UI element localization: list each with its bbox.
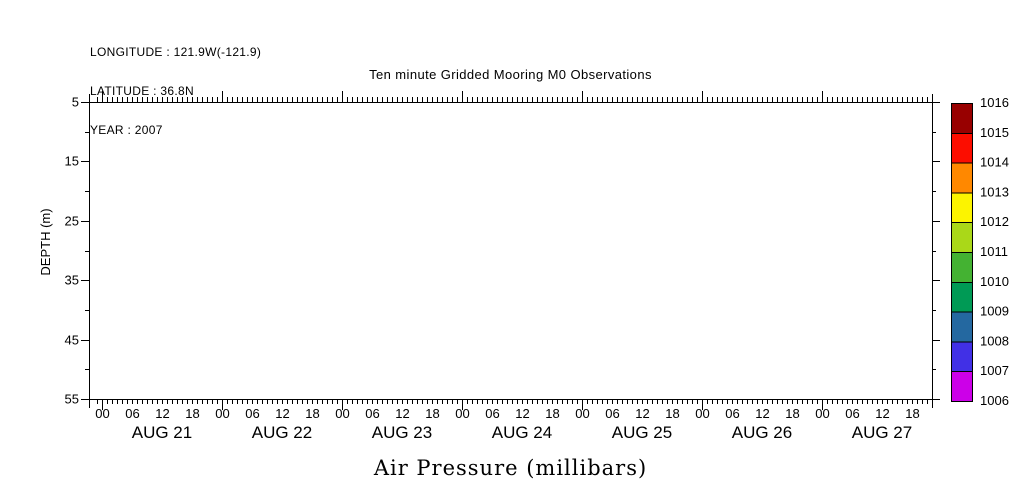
colorbar-segment [951, 341, 973, 373]
colorbar-segment [951, 311, 973, 343]
header-longitude: LONGITUDE : 121.9W(-121.9) [90, 45, 262, 59]
colorbar: 1006 1007 1008 1009 1010 1011 1012 1013 1014 1015… [951, 95, 1009, 408]
x-hour-label: 06 [245, 406, 259, 421]
x-hour-label: 12 [275, 406, 289, 421]
colorbar-segment [951, 192, 973, 224]
colorbar-label: 1006 [980, 393, 1009, 408]
y-tick-label: 15 [65, 154, 79, 169]
x-hour-label: 18 [785, 406, 799, 421]
header-year: YEAR : 2007 [90, 123, 163, 137]
x-hour-label: 06 [725, 406, 739, 421]
colorbar-label: 1011 [980, 244, 1008, 259]
colorbar-segment [951, 281, 973, 313]
header-info-block: LONGITUDE : 121.9W(-121.9) LATITUDE : 36… [90, 20, 261, 163]
x-day-label: AUG 26 [732, 423, 792, 442]
y-tick-label: 5 [72, 95, 79, 110]
colorbar-label: 1016 [980, 95, 1009, 110]
x-hour-label: 12 [395, 406, 409, 421]
colorbar-segment [951, 132, 973, 164]
x-hour-label: 12 [755, 406, 769, 421]
x-hour-label: 12 [515, 406, 529, 421]
colorbar-label: 1013 [980, 184, 1009, 199]
x-hour-label: 06 [605, 406, 619, 421]
x-hour-label: 00 [695, 406, 709, 421]
y-tick-label: 45 [65, 333, 79, 348]
colorbar-label: 1012 [980, 214, 1009, 229]
x-hour-label: 06 [845, 406, 859, 421]
y-tick-label: 25 [65, 214, 79, 229]
x-day-label: AUG 22 [252, 423, 312, 442]
x-hour-label: 00 [575, 406, 589, 421]
x-day-label: AUG 23 [372, 423, 432, 442]
variable-label: Air Pressure (millibars) [373, 456, 648, 480]
x-hour-label: 18 [185, 406, 199, 421]
x-hour-label: 00 [455, 406, 469, 421]
colorbar-label: 1015 [980, 125, 1009, 140]
x-day-label: AUG 21 [132, 423, 192, 442]
colorbar-label: 1014 [980, 155, 1009, 170]
x-day-label: AUG 24 [492, 423, 552, 442]
chart-title: Ten minute Gridded Mooring M0 Observatio… [369, 67, 652, 82]
x-hour-label: 06 [125, 406, 139, 421]
colorbar-label: 1007 [980, 363, 1009, 378]
y-tick-label: 35 [65, 273, 79, 288]
x-hour-label: 12 [875, 406, 889, 421]
x-day-label: AUG 27 [852, 423, 912, 442]
x-hour-label: 06 [365, 406, 379, 421]
colorbar-segment [951, 162, 973, 194]
x-hour-label: 06 [485, 406, 499, 421]
colorbar-label: 1008 [980, 333, 1009, 348]
y-tick-label: 55 [65, 392, 79, 407]
x-day-label: AUG 25 [612, 423, 672, 442]
x-hour-label: 18 [545, 406, 559, 421]
plot-frame [89, 102, 933, 400]
y-axis: 5 15 25 35 45 55 DEPTH (m) [38, 95, 940, 407]
x-hour-label: 00 [335, 406, 349, 421]
x-axis: 00 06 12 18 00 06 12 18 00 06 12 18 00 06 12 18 00 06 12 18… [89, 91, 933, 442]
x-hour-label: 00 [215, 406, 229, 421]
colorbar-segment [951, 252, 973, 283]
x-hour-label: 18 [665, 406, 679, 421]
colorbar-segment [951, 371, 973, 403]
x-hour-label: 18 [425, 406, 439, 421]
x-hour-label: 00 [815, 406, 829, 421]
x-hour-label: 18 [905, 406, 919, 421]
header-latitude: LATITUDE : 36.8N [90, 84, 194, 98]
colorbar-segment [951, 103, 973, 134]
colorbar-label: 1010 [980, 274, 1009, 289]
colorbar-segment [951, 222, 973, 253]
x-hour-label: 00 [95, 406, 109, 421]
x-hour-label: 12 [155, 406, 169, 421]
colorbar-label: 1009 [980, 304, 1009, 319]
x-hour-label: 18 [305, 406, 319, 421]
y-axis-label: DEPTH (m) [38, 208, 53, 275]
x-hour-label: 12 [635, 406, 649, 421]
